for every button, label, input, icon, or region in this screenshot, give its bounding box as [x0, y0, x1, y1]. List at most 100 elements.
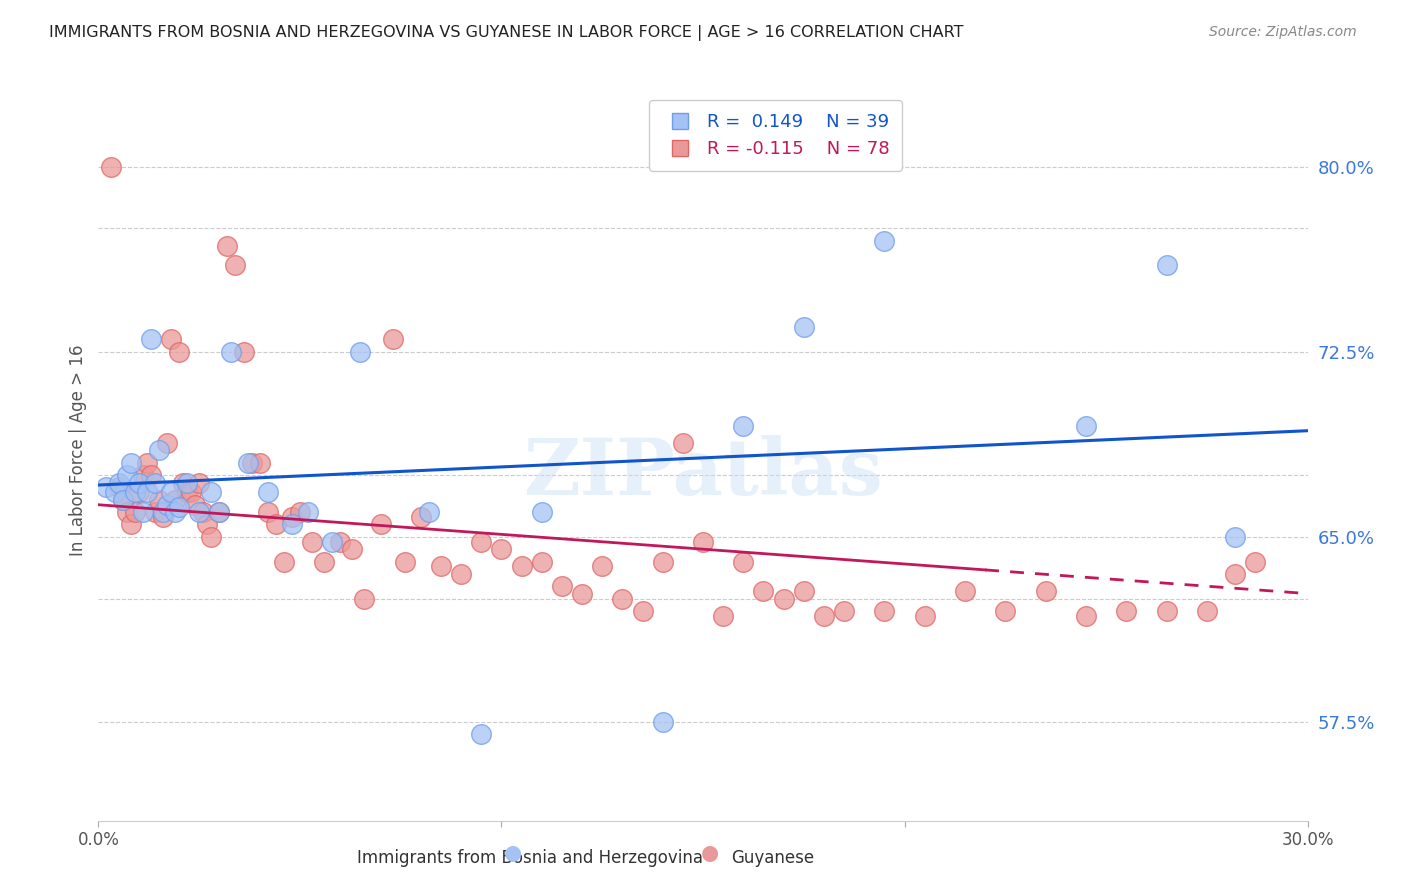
Point — [651, 555, 673, 569]
Point — [281, 517, 304, 532]
Point — [96, 481, 118, 495]
Point — [135, 456, 157, 470]
Point — [200, 530, 222, 544]
Point — [370, 517, 392, 532]
Point — [793, 584, 815, 599]
Text: Guyanese: Guyanese — [731, 849, 814, 867]
Point — [914, 608, 936, 623]
Point — [1223, 566, 1246, 581]
Point — [107, 475, 129, 490]
Point — [418, 505, 440, 519]
Point — [349, 344, 371, 359]
Point — [160, 333, 183, 347]
Point — [873, 234, 896, 248]
Point — [188, 475, 211, 490]
Point — [120, 517, 142, 532]
Point — [167, 344, 190, 359]
Point — [152, 505, 174, 519]
Point — [571, 586, 593, 600]
Point — [139, 468, 162, 483]
Point — [256, 485, 278, 500]
Point — [651, 714, 673, 729]
Point — [264, 517, 287, 532]
Point — [430, 559, 453, 574]
Text: ZIPatlas: ZIPatlas — [523, 434, 883, 511]
Legend: R =  0.149    N = 39, R = -0.115    N = 78: R = 0.149 N = 39, R = -0.115 N = 78 — [650, 101, 903, 170]
Text: IMMIGRANTS FROM BOSNIA AND HERZEGOVINA VS GUYANESE IN LABOR FORCE | AGE > 16 COR: IMMIGRANTS FROM BOSNIA AND HERZEGOVINA V… — [49, 25, 963, 41]
Text: ●: ● — [505, 843, 522, 863]
Point — [208, 505, 231, 519]
Point — [381, 333, 404, 347]
Point — [733, 555, 755, 569]
Point — [551, 579, 574, 593]
Point — [115, 468, 138, 483]
Point — [873, 604, 896, 618]
Point — [148, 443, 170, 458]
Point — [120, 456, 142, 470]
Text: Source: ZipAtlas.com: Source: ZipAtlas.com — [1209, 25, 1357, 39]
Point — [394, 555, 416, 569]
Point — [288, 505, 311, 519]
Point — [148, 492, 170, 507]
Point — [111, 492, 134, 507]
Point — [176, 475, 198, 490]
Point — [772, 591, 794, 606]
Point — [132, 468, 155, 483]
Point — [353, 591, 375, 606]
Point — [1223, 530, 1246, 544]
Point — [111, 492, 134, 507]
Point — [711, 608, 734, 623]
Point — [450, 566, 472, 581]
Y-axis label: In Labor Force | Age > 16: In Labor Force | Age > 16 — [69, 344, 87, 557]
Point — [195, 517, 218, 532]
Point — [1195, 604, 1218, 618]
Point — [160, 485, 183, 500]
Point — [224, 258, 246, 272]
Point — [184, 498, 207, 512]
Point — [236, 456, 259, 470]
Point — [156, 498, 179, 512]
Point — [530, 555, 553, 569]
Point — [470, 727, 492, 741]
Point — [409, 510, 432, 524]
Point — [152, 510, 174, 524]
Point — [297, 505, 319, 519]
Point — [672, 436, 695, 450]
Point — [314, 555, 336, 569]
Point — [143, 475, 166, 490]
Point — [692, 534, 714, 549]
Point — [733, 418, 755, 433]
Point — [143, 505, 166, 519]
Point — [107, 481, 129, 495]
Point — [124, 505, 146, 519]
Point — [631, 604, 654, 618]
Point — [491, 542, 513, 557]
Point — [301, 534, 323, 549]
Point — [1156, 604, 1178, 618]
Point — [208, 505, 231, 519]
Point — [612, 591, 634, 606]
Point — [281, 510, 304, 524]
Point — [193, 505, 215, 519]
Point — [530, 505, 553, 519]
Point — [1074, 418, 1097, 433]
Point — [139, 333, 162, 347]
Point — [176, 485, 198, 500]
Point — [156, 436, 179, 450]
Point — [752, 584, 775, 599]
Point — [793, 320, 815, 334]
Point — [188, 505, 211, 519]
Point — [470, 534, 492, 549]
Point — [180, 485, 202, 500]
Point — [591, 559, 613, 574]
Point — [135, 485, 157, 500]
Point — [1115, 604, 1137, 618]
Point — [510, 559, 533, 574]
Point — [342, 542, 364, 557]
Point — [240, 456, 263, 470]
Point — [813, 608, 835, 623]
Point — [128, 475, 150, 490]
Point — [249, 456, 271, 470]
Text: ●: ● — [702, 843, 718, 863]
Point — [163, 492, 186, 507]
